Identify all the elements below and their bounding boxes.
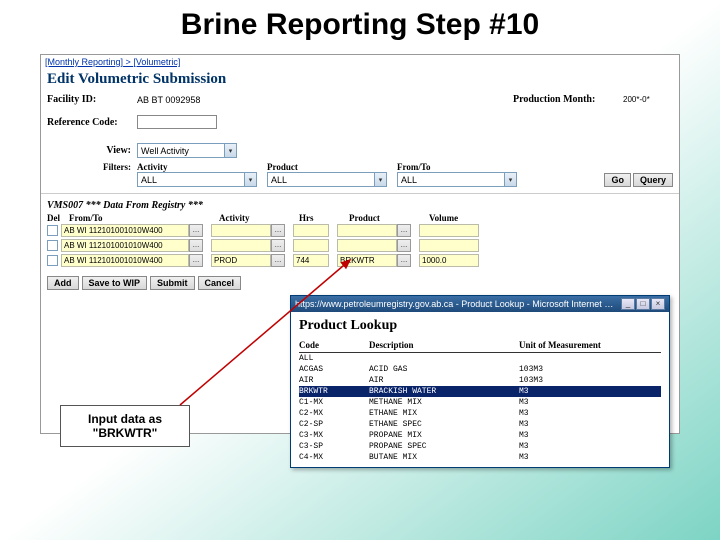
maximize-icon[interactable]: □ [636, 298, 650, 310]
th-activity: Activity [219, 213, 299, 223]
production-month-value: 200*-0* [623, 95, 673, 104]
reference-code-label: Reference Code: [47, 117, 137, 128]
submit-button[interactable]: Submit [150, 276, 195, 290]
product-input[interactable] [337, 224, 397, 237]
lookup-row[interactable]: C2-MXETHANE MIXM3 [299, 408, 661, 419]
fromto-input[interactable] [61, 224, 189, 237]
chevron-down-icon: ▾ [504, 173, 516, 186]
lookup-row[interactable]: AIRAIR103M3 [299, 375, 661, 386]
close-icon[interactable]: × [651, 298, 665, 310]
filter-fromto-header: From/To [397, 162, 527, 172]
delete-checkbox[interactable] [47, 255, 58, 266]
lookup-th-desc: Description [369, 340, 519, 350]
production-month-label: Production Month: [513, 94, 623, 105]
lookup-button[interactable]: … [271, 239, 285, 252]
callout-box: Input data as "BRKWTR" [60, 405, 190, 447]
filter-fromto-value: ALL [401, 175, 417, 185]
lookup-row[interactable]: C2-SPETHANE SPECM3 [299, 419, 661, 430]
delete-checkbox[interactable] [47, 240, 58, 251]
query-button[interactable]: Query [633, 173, 673, 187]
th-hrs: Hrs [299, 213, 349, 223]
filter-fromto-select[interactable]: ALL ▾ [397, 172, 517, 187]
lookup-button[interactable]: … [397, 239, 411, 252]
lookup-row[interactable]: C4-MXBUTANE MIXM3 [299, 452, 661, 463]
product-input[interactable] [337, 239, 397, 252]
facility-id-value: AB BT 0092958 [137, 95, 257, 105]
fromto-input[interactable] [61, 239, 189, 252]
breadcrumb-sep: > [123, 57, 133, 67]
save-wip-button[interactable]: Save to WIP [82, 276, 148, 290]
view-select[interactable]: Well Activity ▾ [137, 143, 237, 158]
filter-product-value: ALL [271, 175, 287, 185]
data-section-header: VMS007 *** Data From Registry *** [41, 193, 679, 213]
callout-line2: "BRKWTR" [65, 426, 185, 440]
add-button[interactable]: Add [47, 276, 79, 290]
filter-activity-header: Activity [137, 162, 267, 172]
filter-product-select[interactable]: ALL ▾ [267, 172, 387, 187]
product-lookup-window: https://www.petroleumregistry.gov.ab.ca … [290, 295, 670, 468]
lookup-row[interactable]: C1-MXMETHANE MIXM3 [299, 397, 661, 408]
minimize-icon[interactable]: _ [621, 298, 635, 310]
lookup-row[interactable]: ALL [299, 353, 661, 364]
hrs-input[interactable] [293, 239, 329, 252]
view-label: View: [47, 145, 137, 156]
lookup-button[interactable]: … [189, 254, 203, 267]
lookup-button[interactable]: … [271, 254, 285, 267]
delete-checkbox[interactable] [47, 225, 58, 236]
activity-input[interactable] [211, 254, 271, 267]
volume-input[interactable] [419, 239, 479, 252]
filter-activity-select[interactable]: ALL ▾ [137, 172, 257, 187]
activity-input[interactable] [211, 224, 271, 237]
callout-line1: Input data as [65, 412, 185, 426]
th-volume: Volume [429, 213, 509, 223]
lookup-row[interactable]: ACGASACID GAS103M3 [299, 364, 661, 375]
lookup-th-code: Code [299, 340, 369, 350]
lookup-button[interactable]: … [397, 224, 411, 237]
view-select-value: Well Activity [141, 146, 189, 156]
volume-input[interactable] [419, 224, 479, 237]
th-del: Del [47, 213, 69, 223]
go-button[interactable]: Go [604, 173, 631, 187]
popup-titlebar[interactable]: https://www.petroleumregistry.gov.ab.ca … [291, 296, 669, 312]
lookup-button[interactable]: … [189, 239, 203, 252]
chevron-down-icon: ▾ [374, 173, 386, 186]
cancel-button[interactable]: Cancel [198, 276, 242, 290]
lookup-row[interactable]: C3-MXPROPANE MIXM3 [299, 430, 661, 441]
lookup-row[interactable]: BRKWTRBRACKISH WATERM3 [299, 386, 661, 397]
table-row: … … … [41, 253, 679, 268]
hrs-input[interactable] [293, 254, 329, 267]
lookup-button[interactable]: … [397, 254, 411, 267]
chevron-down-icon: ▾ [244, 173, 256, 186]
th-product: Product [349, 213, 429, 223]
reference-code-input[interactable] [137, 115, 217, 129]
popup-title: https://www.petroleumregistry.gov.ab.ca … [295, 299, 615, 309]
facility-id-label: Facility ID: [47, 94, 137, 105]
fromto-input[interactable] [61, 254, 189, 267]
lookup-th-unit: Unit of Measurement [519, 340, 661, 350]
popup-heading: Product Lookup [299, 316, 661, 340]
lookup-button[interactable]: … [271, 224, 285, 237]
page-title: Edit Volumetric Submission [41, 69, 679, 92]
product-input[interactable] [337, 254, 397, 267]
lookup-button[interactable]: … [189, 224, 203, 237]
lookup-row[interactable]: C3-SPPROPANE SPECM3 [299, 441, 661, 452]
table-row: … … … [41, 223, 679, 238]
breadcrumb-a[interactable]: [Monthly Reporting] [45, 57, 123, 67]
hrs-input[interactable] [293, 224, 329, 237]
activity-input[interactable] [211, 239, 271, 252]
breadcrumb: [Monthly Reporting] > [Volumetric] [41, 55, 679, 69]
chevron-down-icon: ▾ [224, 144, 236, 157]
slide-title: Brine Reporting Step #10 [0, 0, 720, 48]
breadcrumb-b[interactable]: [Volumetric] [133, 57, 180, 67]
th-fromto: From/To [69, 213, 219, 223]
volume-input[interactable] [419, 254, 479, 267]
table-row: … … … [41, 238, 679, 253]
filters-label: Filters: [47, 162, 137, 172]
filter-activity-value: ALL [141, 175, 157, 185]
filter-product-header: Product [267, 162, 397, 172]
